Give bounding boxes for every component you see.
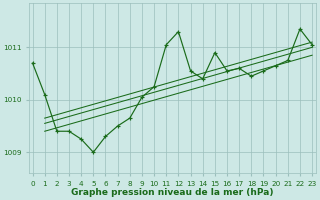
X-axis label: Graphe pression niveau de la mer (hPa): Graphe pression niveau de la mer (hPa) [71, 188, 274, 197]
